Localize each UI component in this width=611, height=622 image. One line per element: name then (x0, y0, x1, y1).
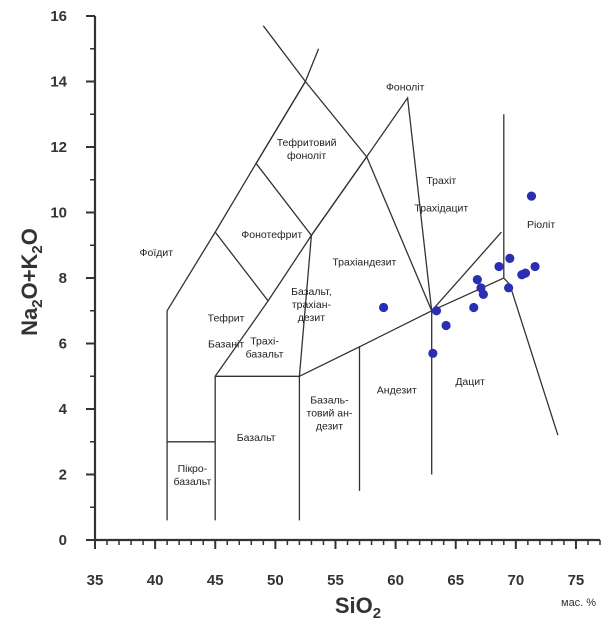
sample-point (472, 275, 482, 285)
y-tick-label: 4 (59, 401, 68, 418)
field-label-line: Трахіт (426, 175, 456, 187)
sample-points (378, 191, 540, 358)
field-label-line: товий ан- (307, 407, 353, 419)
field-label-line: Дацит (455, 376, 485, 388)
field-label-line: Фоїдит (140, 247, 174, 259)
field-boundary-line (214, 300, 269, 377)
field-label: Фонотефрит (241, 229, 302, 241)
field-boundary-line (214, 231, 361, 491)
field-boundaries (166, 25, 559, 521)
field-label-line: Фонотефрит (241, 229, 302, 241)
x-tick-label: 75 (568, 572, 585, 589)
y-axis-title-part-3: O (17, 228, 42, 245)
field-label: Трахідацит (414, 203, 468, 215)
field-boundary-line (310, 96, 433, 311)
field-boundary-line (304, 48, 320, 82)
x-axis-title-subscript: 2 (373, 605, 381, 622)
field-label: Базальт, трахіан-дезит (291, 286, 332, 324)
field-label-line: Трахіандезит (332, 257, 396, 269)
y-tick-label: 0 (59, 532, 67, 549)
field-label: Базальт (237, 432, 276, 444)
field-label: Базаніт (208, 339, 244, 351)
x-tick-label: 50 (267, 572, 284, 589)
x-tick-label: 45 (207, 572, 224, 589)
field-label-line: дезит (316, 420, 343, 432)
y-axis-title-sub-1: 2 (29, 299, 46, 307)
field-label-line: Тефритовий (277, 137, 337, 149)
y-tick-label: 2 (59, 467, 67, 484)
field-label-line: дезит (298, 312, 325, 324)
x-tick-label: 35 (87, 572, 104, 589)
y-axis-title-sub-2: 2 (29, 245, 46, 253)
sample-point (469, 302, 479, 313)
field-label-line: Базаль- (310, 394, 349, 406)
field-label-line: фоноліт (287, 150, 326, 162)
field-label: Трахі-базальт (246, 335, 284, 360)
field-label: Трахіандезит (332, 257, 396, 269)
x-axis-title: SiO2 (335, 593, 381, 622)
y-tick-label: 12 (50, 139, 67, 156)
field-label-line: базальт (174, 476, 212, 488)
field-boundary-line (214, 375, 301, 521)
field-label: Дацит (455, 376, 485, 388)
field-label: Тефритовий фоноліт (277, 137, 337, 162)
field-label: Тефрит (208, 312, 245, 324)
sample-point (478, 289, 488, 299)
field-labels: Фоноліт Тефритовий фоноліт Трахіт Трахідацит… (140, 81, 556, 488)
y-tick-label: 8 (59, 270, 67, 287)
field-label: Ріоліт (527, 219, 555, 231)
field-label: Пікро-базальт (174, 463, 212, 488)
sample-point (505, 253, 515, 263)
y-tick-label: 6 (59, 336, 67, 353)
field-boundary-line (262, 25, 306, 82)
x-tick-label: 55 (327, 572, 344, 589)
sample-point (520, 268, 531, 278)
field-label: Андезит (377, 384, 417, 396)
field-label-line: Андезит (377, 384, 417, 396)
field-label-line: Базальт (237, 432, 276, 444)
sample-point (428, 348, 438, 358)
y-axis-title: Na2O+K2O (17, 228, 46, 336)
y-axis-title-part-1: Na (17, 307, 42, 336)
field-boundary-line (431, 231, 502, 312)
sample-point (530, 261, 540, 272)
field-label: Фоїдит (140, 247, 174, 259)
field-label-line: Фоноліт (386, 81, 425, 93)
y-tick-label: 16 (50, 8, 67, 25)
y-tick-label: 10 (50, 205, 67, 222)
x-tick-label: 70 (507, 572, 524, 589)
x-axis-unit: мас. % (561, 597, 596, 609)
field-label-line: Тефрит (208, 312, 245, 324)
field-label: Фоноліт (386, 81, 425, 93)
field-label-line: Пікро- (178, 463, 208, 475)
field-label-line: Базаніт (208, 339, 244, 351)
sample-point (378, 302, 389, 313)
field-label-line: трахіан- (292, 299, 332, 311)
field-label-line: Базальт, (291, 286, 332, 298)
x-tick-label: 65 (447, 572, 464, 589)
x-axis-title-main: SiO (335, 593, 373, 618)
field-label-line: Трахі- (250, 335, 279, 347)
field-label: Базаль-товий ан-дезит (307, 394, 353, 432)
sample-point (494, 261, 504, 272)
x-tick-label: 40 (147, 572, 164, 589)
sample-point (431, 306, 442, 316)
field-boundary-line (359, 277, 559, 436)
y-axis-title-part-2: O+K (17, 253, 42, 299)
field-label-line: базальт (246, 348, 284, 360)
field-label-line: Ріоліт (527, 219, 555, 231)
field-label: Трахіт (426, 175, 456, 187)
x-tick-label: 60 (387, 572, 404, 589)
axis-ticks: 35 40 45 50 55 60 65 70 75 0 2 4 6 8 10 12 14 16 (50, 8, 601, 589)
field-label-line: Трахідацит (414, 203, 468, 215)
sample-point (504, 283, 514, 293)
sample-point (441, 320, 451, 331)
sample-point (526, 191, 537, 201)
y-tick-label: 14 (50, 74, 67, 91)
